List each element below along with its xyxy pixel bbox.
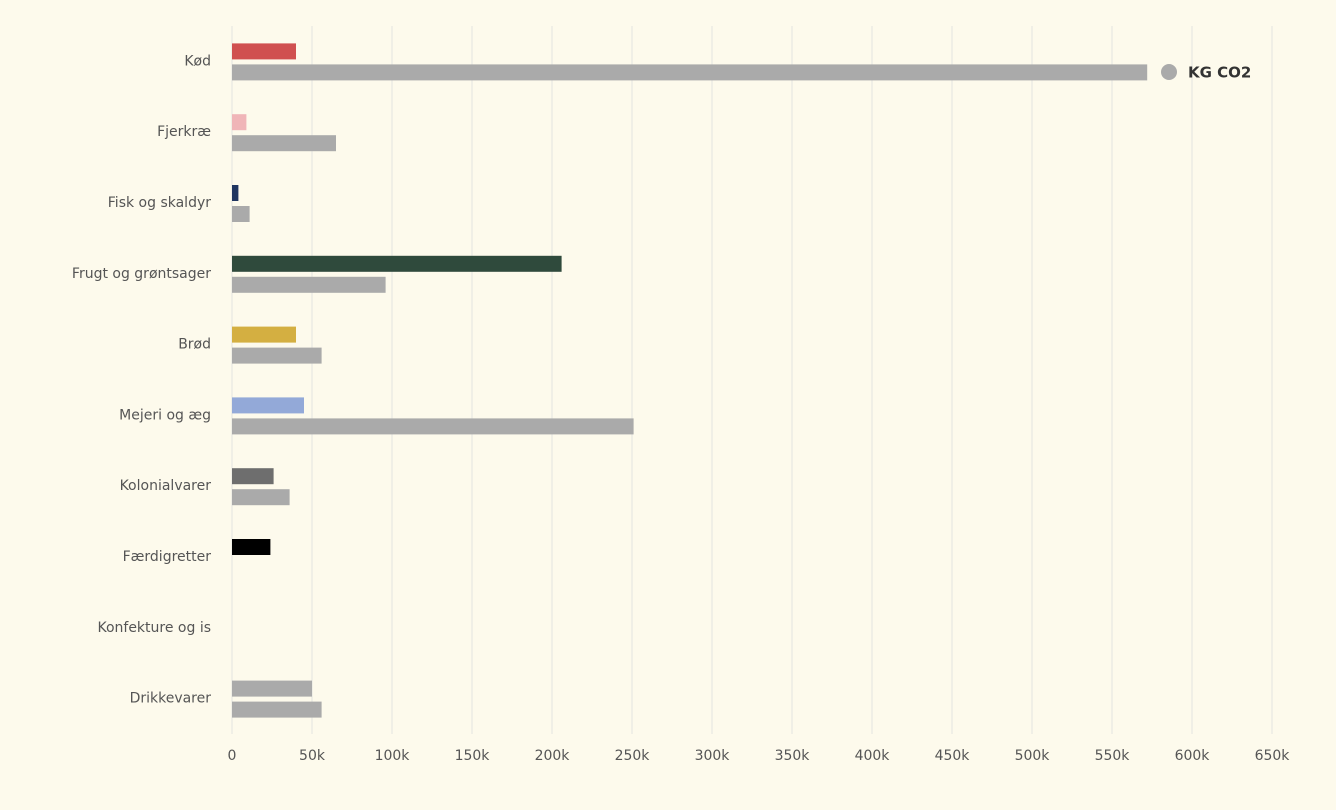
y-tick-label: Kolonialvarer — [120, 478, 212, 494]
bar — [232, 680, 312, 697]
x-tick-label: 150k — [455, 748, 491, 764]
bar — [232, 489, 290, 506]
bar — [232, 206, 250, 222]
x-tick-label: 300k — [695, 748, 731, 764]
bar — [232, 418, 634, 435]
y-tick-label: Fisk og skaldyr — [108, 195, 211, 211]
y-tick-label: Færdigretter — [123, 549, 212, 565]
y-tick-label: Frugt og grøntsager — [72, 266, 211, 282]
y-tick-label: Drikkevarer — [130, 691, 212, 707]
x-tick-label: 450k — [935, 748, 971, 764]
x-tick-label: 550k — [1095, 748, 1131, 764]
x-tick-label: 50k — [299, 748, 326, 764]
x-tick-label: 0 — [228, 748, 237, 764]
bar — [232, 255, 562, 272]
bar — [232, 185, 239, 201]
bar — [232, 43, 296, 60]
bar — [232, 539, 271, 555]
y-tick-label: Brød — [178, 337, 211, 353]
x-tick-label: 100k — [375, 748, 411, 764]
bar — [232, 326, 296, 343]
bar — [232, 114, 247, 131]
bar — [232, 347, 322, 364]
y-tick-label: Konfekture og is — [97, 620, 211, 636]
y-tick-label: Mejeri og æg — [119, 407, 211, 423]
bar — [232, 135, 336, 152]
bar — [232, 468, 274, 485]
legend-marker — [1161, 64, 1177, 80]
x-tick-label: 400k — [855, 748, 891, 764]
y-tick-label: Fjerkræ — [157, 124, 211, 140]
x-tick-label: 200k — [535, 748, 571, 764]
x-tick-label: 250k — [615, 748, 651, 764]
bar — [232, 276, 386, 293]
x-tick-label: 350k — [775, 748, 811, 764]
bar — [232, 64, 1148, 81]
x-tick-label: 600k — [1175, 748, 1211, 764]
bar — [232, 397, 304, 414]
x-tick-label: 650k — [1255, 748, 1291, 764]
bar — [232, 701, 322, 718]
legend-label: KG CO2 — [1188, 64, 1251, 82]
x-tick-label: 500k — [1015, 748, 1051, 764]
y-tick-label: Kød — [184, 53, 211, 69]
